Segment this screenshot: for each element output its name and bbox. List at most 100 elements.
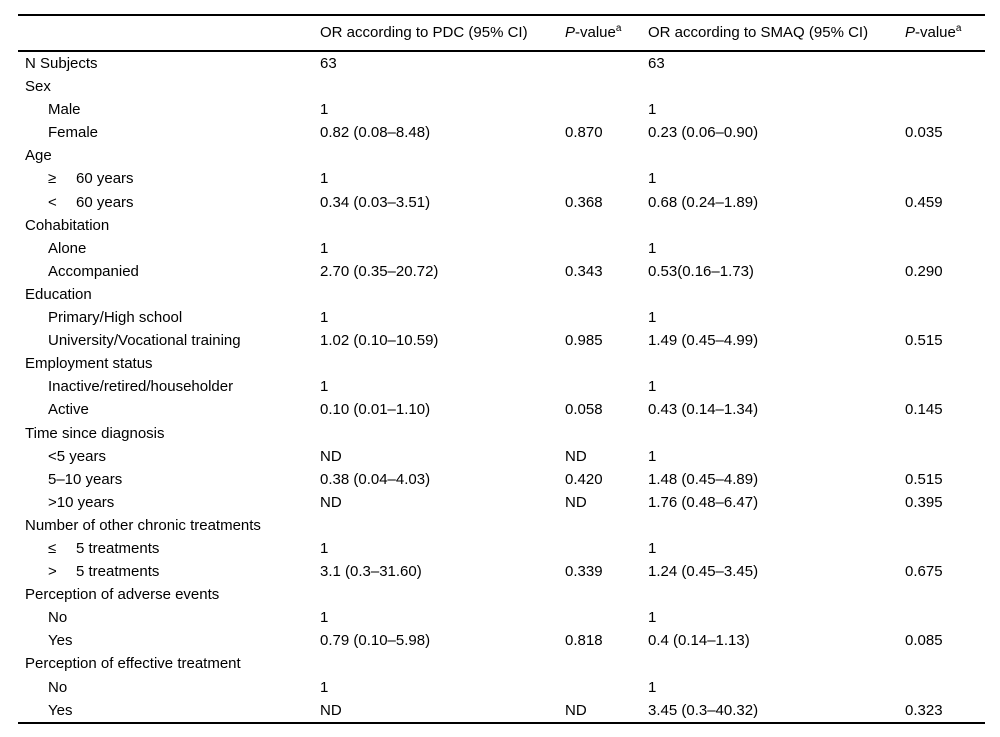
pvalue-pdc-cell <box>565 514 648 537</box>
pvalue-smaq-cell: 0.290 <box>905 262 943 280</box>
table-section-row: Perception of adverse events <box>18 583 985 606</box>
pvalue-smaq-cell <box>905 214 985 237</box>
header-pvalue-smaq-label: -value <box>915 24 956 41</box>
or-smaq-cell: 0.53(0.16–1.73) <box>648 262 754 280</box>
or-pdc-cell: 1 <box>320 678 329 696</box>
pvalue-smaq-cell <box>905 375 985 398</box>
row-label: Male <box>48 101 81 119</box>
or-pdc-cell: 1 <box>320 239 329 257</box>
or-pdc-cell <box>320 283 565 306</box>
or-smaq-cell: 1 <box>648 239 657 257</box>
or-pdc-cell <box>320 144 565 167</box>
pvalue-pdc-cell: ND <box>565 701 587 719</box>
header-pvalue-pdc: P-valuea <box>565 15 648 51</box>
pvalue-smaq-cell: 0.145 <box>905 401 943 419</box>
table-row: ≥60 years 1 1 <box>18 167 985 190</box>
row-label: Yes <box>48 701 73 719</box>
row-label: No <box>48 678 68 696</box>
or-pdc-cell: 1 <box>320 309 329 327</box>
pvalue-pdc-cell <box>565 537 648 560</box>
table-section-row: N Subjects 63 63 <box>18 51 985 75</box>
row-label: <60 years <box>18 191 320 214</box>
pvalue-smaq-cell <box>905 514 985 537</box>
pvalue-smaq-cell: 0.675 <box>905 563 943 581</box>
row-label: ≥60 years <box>18 167 320 190</box>
row-label: Active <box>48 401 89 419</box>
header-variable-column <box>18 15 320 51</box>
table-body: N Subjects 63 63 Sex Male 1 1 Female 0.82 (0.08–… <box>18 51 985 723</box>
or-pdc-cell: 0.82 (0.08–8.48) <box>320 124 431 142</box>
or-pdc-cell: ND <box>320 493 342 511</box>
pvalue-pdc-cell <box>565 352 648 375</box>
table-section-row: Time since diagnosis <box>18 422 985 445</box>
row-label: ≤5 treatments <box>18 537 320 560</box>
table-row: ≤5 treatments 1 1 <box>18 537 985 560</box>
table-header: OR according to PDC (95% CI) P-valuea OR… <box>18 15 985 51</box>
or-pdc-cell <box>320 422 565 445</box>
or-pdc-cell <box>320 214 565 237</box>
table-section-row: Employment status <box>18 352 985 375</box>
header-pvalue-pdc-italic-p: P <box>565 24 576 41</box>
section-label: N Subjects <box>25 55 98 72</box>
or-smaq-cell: 1.49 (0.45–4.99) <box>648 332 759 350</box>
pvalue-pdc-cell <box>565 583 648 606</box>
section-label: Cohabitation <box>25 216 110 234</box>
pvalue-smaq-cell: 0.035 <box>905 124 943 142</box>
header-pvalue-pdc-footnote-marker: a <box>615 23 622 34</box>
row-label: >10 years <box>48 493 115 511</box>
or-pdc-cell <box>320 352 565 375</box>
or-smaq-cell: 0.43 (0.14–1.34) <box>648 401 759 419</box>
header-pvalue-pdc-label: -value <box>575 24 616 41</box>
or-pdc-cell: ND <box>320 701 342 719</box>
table-section-row: Age <box>18 144 985 167</box>
pvalue-pdc-cell: ND <box>565 493 587 511</box>
or-smaq-cell <box>648 352 905 375</box>
or-pdc-cell: 1 <box>320 170 329 188</box>
section-label: Perception of effective treatment <box>25 655 241 673</box>
header-or-pdc: OR according to PDC (95% CI) <box>320 15 565 51</box>
comparison-symbol: ≥ <box>48 170 57 188</box>
pvalue-smaq-cell <box>905 306 985 329</box>
pvalue-smaq-cell <box>905 352 985 375</box>
header-or-smaq: OR according to SMAQ (95% CI) <box>648 15 905 51</box>
or-smaq-cell <box>648 75 905 98</box>
pvalue-pdc-cell <box>565 144 648 167</box>
pvalue-pdc-cell <box>565 75 648 98</box>
or-smaq-cell: 1 <box>648 378 657 396</box>
pvalue-pdc-cell <box>565 375 648 398</box>
or-smaq-cell: 1 <box>648 309 657 327</box>
table-section-row: Number of other chronic treatments <box>18 514 985 537</box>
or-pdc-cell: 0.79 (0.10–5.98) <box>320 632 431 650</box>
or-pdc-cell: 1 <box>320 101 329 119</box>
pvalue-pdc-cell <box>565 283 648 306</box>
pvalue-smaq-cell <box>905 51 985 75</box>
table-section-row: Cohabitation <box>18 214 985 237</box>
or-smaq-cell: 1.76 (0.48–6.47) <box>648 493 759 511</box>
or-smaq-cell: 63 <box>648 55 665 72</box>
or-pdc-cell: 1.02 (0.10–10.59) <box>320 332 439 350</box>
or-smaq-cell: 1 <box>648 539 657 557</box>
pvalue-smaq-cell <box>905 445 985 468</box>
or-pdc-cell <box>320 75 565 98</box>
or-pdc-cell <box>320 652 565 675</box>
pvalue-smaq-cell <box>905 652 985 675</box>
table-row: No 1 1 <box>18 676 985 699</box>
row-label: Inactive/retired/householder <box>48 378 234 396</box>
row-label: University/Vocational training <box>48 332 241 350</box>
table-row: Male 1 1 <box>18 98 985 121</box>
header-or-pdc-label: OR according to PDC (95% CI) <box>320 24 528 41</box>
or-smaq-cell: 1.24 (0.45–3.45) <box>648 563 759 581</box>
or-smaq-cell: 3.45 (0.3–40.32) <box>648 701 759 719</box>
or-pdc-cell: 3.1 (0.3–31.60) <box>320 563 422 581</box>
section-label: Time since diagnosis <box>25 424 165 442</box>
comparison-symbol: > <box>48 563 57 581</box>
table-section-row: Education <box>18 283 985 306</box>
or-pdc-cell: 1 <box>320 539 329 557</box>
or-pdc-cell: 1 <box>320 609 329 627</box>
header-row: OR according to PDC (95% CI) P-valuea OR… <box>18 15 985 51</box>
row-label: <5 years <box>48 447 106 465</box>
row-label: >5 treatments <box>18 560 320 583</box>
or-smaq-cell: 1 <box>648 609 657 627</box>
pvalue-pdc-cell <box>565 676 648 699</box>
or-smaq-cell: 1 <box>648 678 657 696</box>
